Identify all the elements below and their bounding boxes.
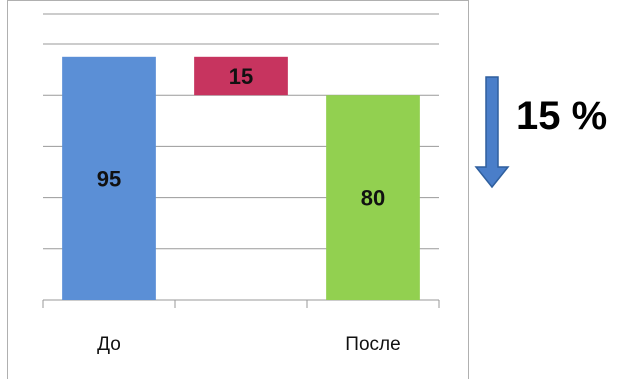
- data-label: 95: [97, 166, 121, 191]
- data-label: 15: [229, 64, 253, 89]
- category-label: До: [97, 334, 121, 355]
- labels: 95 До 15 80 После: [97, 64, 401, 355]
- bar-1: [62, 56, 156, 300]
- waterfall-chart: 95 До 15 80 После: [7, 0, 469, 379]
- bar-2: [194, 56, 288, 96]
- change-annotation: 15 %: [474, 72, 614, 192]
- down-arrow-icon: [474, 76, 510, 189]
- x-axis: [42, 300, 440, 308]
- chart-area: 95 До 15 80 После: [7, 0, 469, 379]
- data-label: 80: [361, 186, 385, 211]
- bar-3: [326, 95, 420, 300]
- plot-frame: [7, 0, 469, 379]
- bars: [62, 56, 420, 300]
- change-percent-label: 15 %: [516, 94, 608, 138]
- category-label: После: [345, 334, 400, 355]
